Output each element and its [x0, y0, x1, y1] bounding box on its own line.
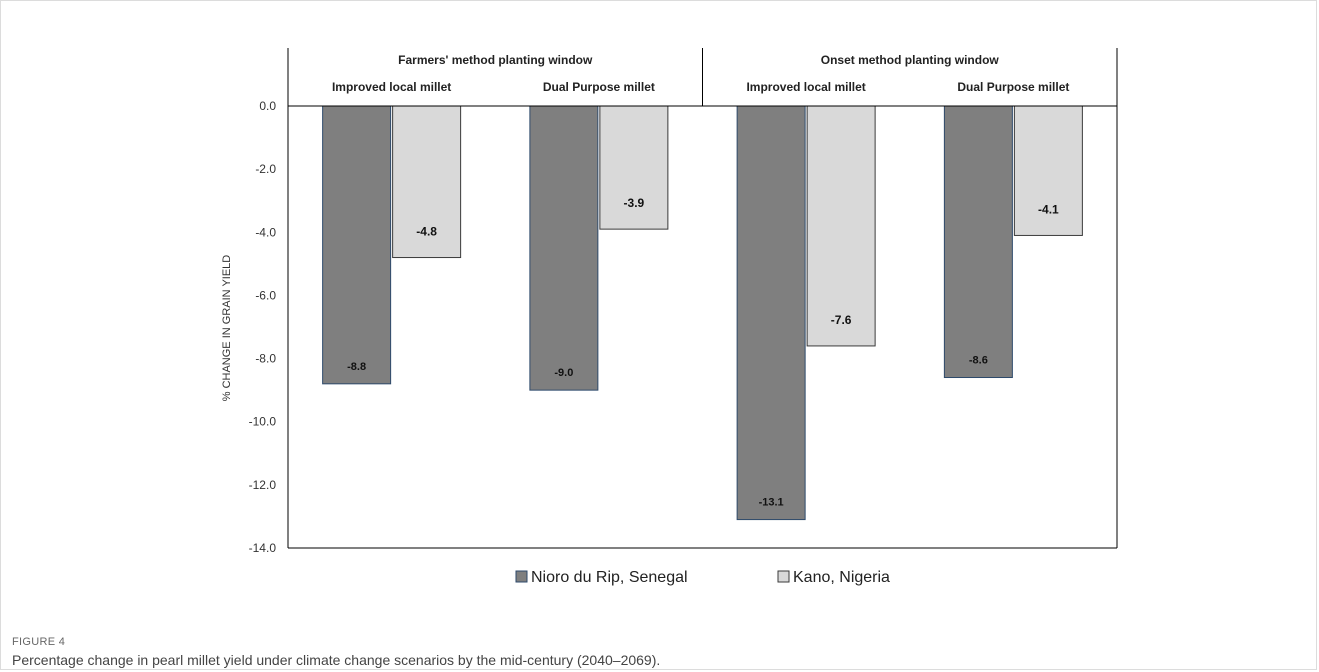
data-label: -8.8	[347, 361, 366, 373]
bar	[599, 105, 669, 230]
legend-label: Nioro du Rip, Senegal	[531, 569, 688, 586]
category-label: Improved local millet	[746, 80, 865, 94]
group-header-label: Onset method planting window	[821, 53, 1000, 67]
legend-label: Kano, Nigeria	[793, 569, 890, 586]
y-tick-label: -14.0	[249, 541, 277, 555]
bar	[322, 105, 392, 385]
bar	[806, 105, 876, 347]
data-label: -4.1	[1038, 202, 1059, 216]
bar-chart: Farmers' method planting window Onset met…	[221, 48, 1118, 586]
y-tick-label: -10.0	[249, 415, 277, 429]
bar	[529, 105, 599, 391]
legend-swatch	[777, 570, 790, 583]
bar	[736, 105, 806, 521]
bar	[392, 105, 462, 259]
category-label: Improved local millet	[332, 80, 451, 94]
data-label: -8.6	[969, 355, 988, 367]
y-tick-label: 0.0	[259, 99, 276, 113]
data-label: -9.0	[554, 367, 573, 379]
legend-swatch	[515, 570, 528, 583]
data-label: -4.8	[416, 225, 437, 239]
y-tick-label: -6.0	[255, 288, 276, 302]
category-label: Dual Purpose millet	[957, 80, 1069, 94]
data-label: -13.1	[759, 497, 784, 509]
y-tick-label: -8.0	[255, 352, 276, 366]
category-label: Dual Purpose millet	[543, 80, 655, 94]
figure-label: FIGURE 4	[12, 636, 66, 648]
figure-caption: Percentage change in pearl millet yield …	[12, 652, 661, 668]
bar	[943, 105, 1013, 379]
data-label: -7.6	[831, 313, 852, 327]
y-tick-label: -4.0	[255, 225, 276, 239]
group-header-label: Farmers' method planting window	[398, 53, 593, 67]
data-label: -3.9	[624, 196, 645, 210]
y-tick-label: -2.0	[255, 162, 276, 176]
y-tick-label: -12.0	[249, 478, 277, 492]
y-axis-title: % CHANGE IN GRAIN YIELD	[221, 255, 233, 402]
